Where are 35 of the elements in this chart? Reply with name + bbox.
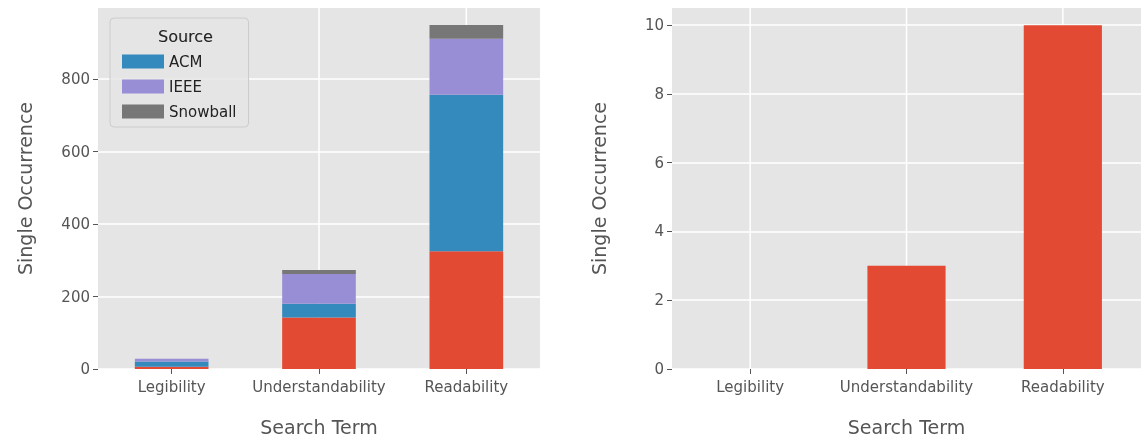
x-tick-label: Legibility [716,377,785,396]
y-tick-label: 800 [61,70,90,89]
x-axis-title: Search Term [847,415,966,438]
bar [282,317,356,369]
y-tick-label: 200 [61,287,90,306]
y-tick-label: 6 [654,153,664,172]
legend-label: IEEE [169,77,202,96]
y-tick-label: 10 [644,16,664,35]
y-tick-label: 400 [61,215,90,234]
y-tick-label: 600 [61,142,90,161]
bar [134,366,209,369]
y-axis-title: Single Occurrence [587,101,610,276]
x-tick-label: Legibility [137,377,206,396]
x-axis-title: Search Term [260,415,378,438]
bar [429,38,504,95]
x-tick-label: Readability [424,377,509,396]
bar [282,303,356,318]
x-tick-label: Understandability [252,377,386,396]
y-tick-label: 8 [654,84,664,103]
bar [134,361,209,367]
legend-title: Source [158,26,213,46]
bar [429,251,504,369]
y-tick-label: 0 [654,360,664,378]
y-tick-label: 0 [80,360,90,378]
bar [282,270,356,275]
y-axis-title: Single Occurrence [13,101,36,276]
bar [429,94,504,252]
x-tick-label: Understandability [839,377,974,396]
legend-label: Snowball [169,102,237,121]
bar [282,274,356,304]
y-tick-label: 4 [654,222,664,241]
x-tick-label: Readability [1021,377,1105,396]
bar [429,25,504,39]
y-tick-label: 2 [654,291,664,310]
legend-label: ACM [169,52,203,71]
